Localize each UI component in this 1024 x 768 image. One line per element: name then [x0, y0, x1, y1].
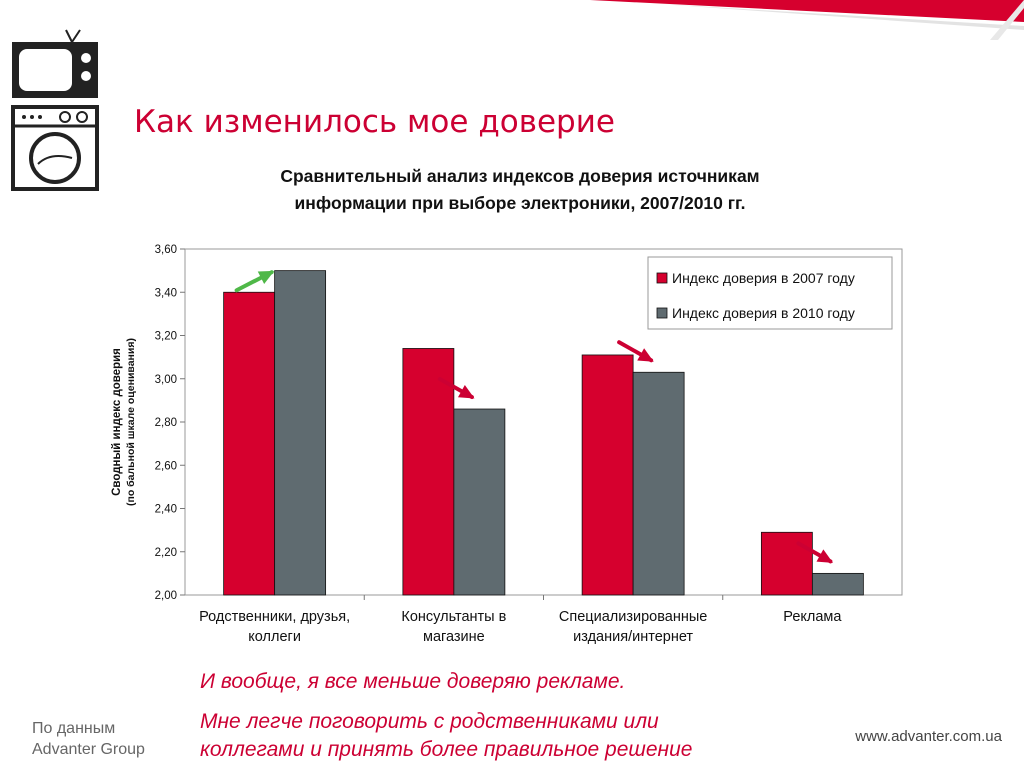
y-tick-label: 3,40: [155, 287, 177, 299]
bar-chart: 2,00 2,20 2,40 2,60 2,80 3,00 3,20 3,40 3,60 Свод…: [111, 244, 903, 645]
y-tick-label: 2,20: [155, 547, 177, 559]
category-label: магазине: [423, 629, 485, 645]
bar-2007-1: [402, 348, 455, 596]
y-tick-label: 3,60: [155, 244, 177, 256]
legend-label-1: Индекс доверия в 2010 году: [672, 305, 855, 321]
note-advertising: И вообще, я все меньше доверяю рекламе.: [200, 670, 626, 693]
y-axis-label-line2: (по бальной шкале оценивания): [125, 338, 137, 506]
y-axis-label-line1: Сводный индекс доверия: [111, 348, 123, 496]
category-label: Реклама: [783, 609, 842, 625]
corner-decoration: [590, 0, 1024, 40]
category-label: Консультанты в: [401, 609, 506, 625]
y-tick-label: 2,80: [155, 417, 177, 429]
source-note: По данным Advanter Group: [32, 718, 145, 760]
bar-2010-0: [274, 270, 327, 596]
category-label: коллеги: [248, 629, 301, 645]
y-tick-label: 2,40: [155, 504, 177, 516]
y-tick-label: 3,00: [155, 374, 177, 386]
chart-title-line1: Сравнительный анализ индексов доверия ис…: [280, 166, 760, 186]
trend-arrow-down-head: [637, 348, 654, 362]
tv-icon: [12, 29, 98, 98]
bar-2010-2: [632, 371, 685, 596]
category-label: издания/интернет: [573, 629, 693, 645]
source-line1: По данным: [32, 720, 116, 737]
trend-arrow-up-head: [257, 270, 275, 284]
slide-title: Как изменилось мое доверие: [134, 104, 615, 140]
y-tick-label: 2,60: [155, 460, 177, 472]
bar-2010-3: [811, 572, 864, 596]
website-link[interactable]: www.advanter.com.ua: [855, 728, 1002, 745]
source-line2: Advanter Group: [32, 741, 145, 758]
chart-title: Сравнительный анализ индексов доверия ис…: [200, 163, 840, 217]
chart-title-line2: информации при выборе электроники, 2007/…: [294, 193, 746, 213]
legend-label-0: Индекс доверия в 2007 году: [672, 270, 855, 286]
legend: [647, 256, 893, 330]
y-tick-label: 3,20: [155, 331, 177, 343]
legend-swatch-1: [656, 307, 668, 319]
bar-2010-1: [453, 408, 506, 596]
trend-arrow-down-head: [816, 549, 833, 563]
note-relatives-line1: Мне легче поговорить с родственниками ил…: [200, 710, 659, 733]
bar-2007-2: [581, 354, 634, 596]
washing-machine-icon: [11, 105, 99, 191]
note-relatives-line2: коллегами и принять более правильное реш…: [200, 738, 693, 761]
legend-swatch-0: [656, 272, 668, 284]
bar-2007-0: [223, 291, 276, 596]
category-label: Специализированные: [559, 609, 707, 625]
trend-arrow-down-head: [457, 385, 475, 399]
y-tick-label: 2,00: [155, 590, 177, 602]
bar-2007-3: [760, 531, 813, 596]
category-label: Родственники, друзья,: [199, 609, 350, 625]
